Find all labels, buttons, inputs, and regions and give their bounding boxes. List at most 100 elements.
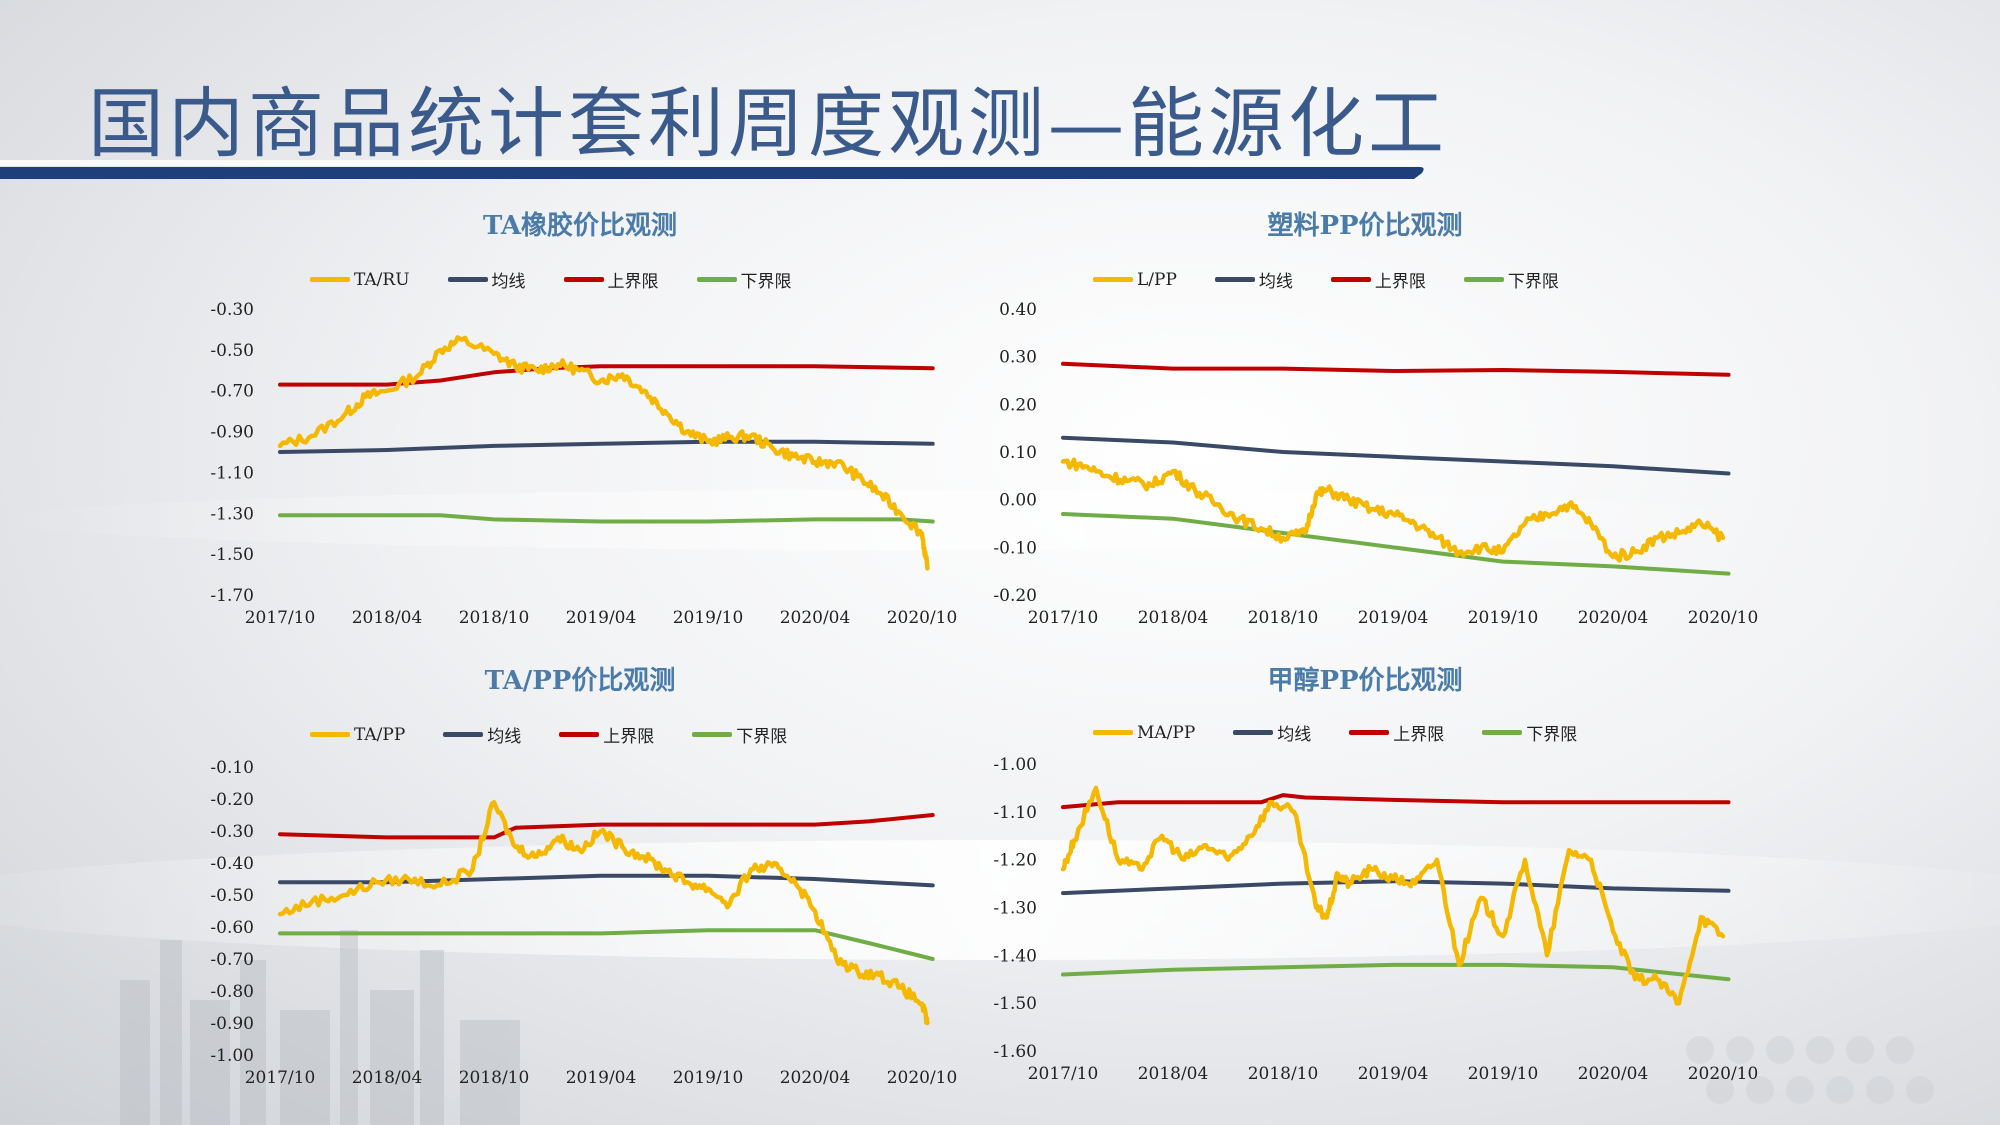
chart-legend: TA/RU 均线 上界限 下界限 xyxy=(310,267,830,292)
x-tick-label: 2019/10 xyxy=(1468,608,1539,628)
legend-item-mean: 均线 xyxy=(443,722,521,747)
legend-swatch xyxy=(563,277,604,282)
x-tick-label: 2017/10 xyxy=(245,608,316,628)
x-tick-label: 2018/04 xyxy=(352,1068,423,1088)
x-tick-label: 2019/04 xyxy=(566,608,637,628)
legend-swatch xyxy=(447,277,488,282)
y-tick-label: -1.10 xyxy=(993,803,1037,823)
title-bar xyxy=(0,160,1424,179)
y-tick-label: -0.30 xyxy=(210,822,254,842)
x-tick-label: 2020/10 xyxy=(1688,1064,1759,1084)
series-line-main xyxy=(1060,457,1726,563)
legend-label: 下界限 xyxy=(1507,272,1559,292)
legend-swatch xyxy=(1463,277,1504,282)
series-line-main xyxy=(1060,785,1726,1006)
x-tick-label: 2018/10 xyxy=(1248,608,1319,628)
legend-swatch xyxy=(559,732,600,737)
legend-item-upper: 上界限 xyxy=(559,722,654,747)
legend-label: 下界限 xyxy=(740,272,792,292)
series-line-main xyxy=(277,799,930,1026)
chart-title: 塑料PP价比观测 xyxy=(1267,211,1463,241)
legend-swatch xyxy=(1214,277,1255,282)
y-tick-label: 0.30 xyxy=(999,348,1037,368)
legend-label: 上界限 xyxy=(607,272,659,292)
x-tick-label: 2020/04 xyxy=(1578,1064,1649,1084)
legend-label: MA/PP xyxy=(1137,722,1196,743)
y-tick-label: 0.20 xyxy=(999,395,1037,415)
legend-item-main: MA/PP xyxy=(1093,720,1195,745)
x-tick-label: 2017/10 xyxy=(1028,608,1099,628)
legend-item-lower: 下界限 xyxy=(692,722,787,747)
legend-swatch xyxy=(1093,277,1133,282)
page-title: 国内商品统计套利周度观测—能源化工 xyxy=(88,79,1448,168)
x-tick-label: 2017/10 xyxy=(245,1068,316,1088)
legend-label: 均线 xyxy=(491,272,526,292)
series-line-lower xyxy=(278,513,935,524)
legend-label: 均线 xyxy=(1277,725,1312,745)
legend-item-mean: 均线 xyxy=(447,267,526,292)
legend-item-main: TA/PP xyxy=(310,722,405,747)
legend-label: 上界限 xyxy=(603,727,655,747)
legend-swatch xyxy=(1233,730,1274,735)
y-tick-label: -1.70 xyxy=(210,586,254,606)
chart-panel-ta-pp: TA/PP价比观测 TA/PP 均线 上界限 下界限 -0.10 -0.20 -0.30-… xyxy=(200,660,960,1090)
y-tick-label: -0.50 xyxy=(210,886,254,906)
legend-item-upper: 上界限 xyxy=(563,267,659,292)
x-tick-label: 2019/10 xyxy=(1468,1064,1539,1084)
x-tick-label: 2020/04 xyxy=(780,608,851,628)
chart-title: TA橡胶价比观测 xyxy=(482,211,678,241)
chart-plot: -0.30 -0.50 -0.70 -0.90 -1.10 -1.30 -1.50 -1.70… xyxy=(210,300,958,628)
legend-item-upper: 上界限 xyxy=(1349,720,1444,745)
chart-legend: TA/PP 均线 上界限 下界限 xyxy=(310,722,825,747)
legend-swatch xyxy=(696,277,737,282)
legend-item-lower: 下界限 xyxy=(696,267,792,292)
x-tick-label: 2020/10 xyxy=(887,608,958,628)
series-line-lower xyxy=(278,928,935,961)
x-tick-label: 2018/10 xyxy=(459,608,530,628)
x-tick-label: 2020/04 xyxy=(780,1068,851,1088)
chart-panel-l-pp: 塑料PP价比观测 L/PP 均线 上界限 下界限 0.40 0.30 0.20 0.10 0.… xyxy=(985,205,1758,635)
legend-swatch xyxy=(692,732,733,737)
x-tick-label: 2019/10 xyxy=(673,608,744,628)
chart-plot: -0.10 -0.20 -0.30 -0.40 -0.50 -0.60 -0.70 -0.80… xyxy=(210,758,958,1088)
title-underline-bar xyxy=(0,167,1410,179)
series-line-upper xyxy=(1061,793,1731,810)
series-line-mean xyxy=(1061,435,1731,476)
chart-panel-ta-ru: TA橡胶价比观测 TA/RU 均线 上界限 下界限 -0.30 -0.50 -0.70 -0… xyxy=(200,205,960,635)
legend-label: TA/PP xyxy=(354,724,406,745)
chart-panel-ma-pp: 甲醇PP价比观测 MA/PP 均线 上界限 下界限 -1.00 -1.10 -1.20 -1… xyxy=(985,660,1758,1090)
x-tick-label: 2020/10 xyxy=(1688,608,1759,628)
series-line-upper xyxy=(1061,361,1731,377)
legend-label: 下界限 xyxy=(1526,725,1578,745)
series-line-lower xyxy=(1061,512,1731,576)
x-tick-label: 2018/10 xyxy=(459,1068,530,1088)
y-tick-label: -0.80 xyxy=(210,982,254,1002)
x-tick-label: 2020/10 xyxy=(887,1068,958,1088)
y-tick-label: -0.70 xyxy=(210,950,254,970)
x-tick-label: 2018/10 xyxy=(1248,1064,1319,1084)
x-tick-label: 2018/04 xyxy=(1138,608,1209,628)
y-tick-label: -1.10 xyxy=(210,463,254,483)
legend-item-mean: 均线 xyxy=(1233,720,1311,745)
legend-swatch xyxy=(443,732,484,737)
y-tick-label: -1.00 xyxy=(993,755,1037,775)
chart-legend: MA/PP 均线 上界限 下界限 xyxy=(1093,720,1615,745)
y-tick-label: -0.10 xyxy=(210,758,254,778)
chart-title: TA/PP价比观测 xyxy=(484,666,676,696)
x-tick-label: 2018/04 xyxy=(352,608,423,628)
legend-swatch xyxy=(1349,730,1390,735)
x-tick-label: 2019/04 xyxy=(1358,1064,1429,1084)
legend-label: 上界限 xyxy=(1393,725,1445,745)
x-tick-label: 2020/04 xyxy=(1578,608,1649,628)
y-tick-label: -0.40 xyxy=(210,854,254,874)
series-line-main xyxy=(277,335,930,571)
y-tick-label: 0.10 xyxy=(999,443,1037,463)
chart-title: 甲醇PP价比观测 xyxy=(1267,666,1463,696)
x-tick-label: 2019/04 xyxy=(1358,608,1429,628)
y-tick-label: -0.70 xyxy=(210,382,254,402)
legend-swatch xyxy=(1330,277,1371,282)
y-tick-label: -1.00 xyxy=(210,1046,254,1066)
y-tick-label: 0.40 xyxy=(999,300,1037,320)
legend-item-mean: 均线 xyxy=(1214,267,1293,292)
y-tick-label: -1.50 xyxy=(993,994,1037,1014)
